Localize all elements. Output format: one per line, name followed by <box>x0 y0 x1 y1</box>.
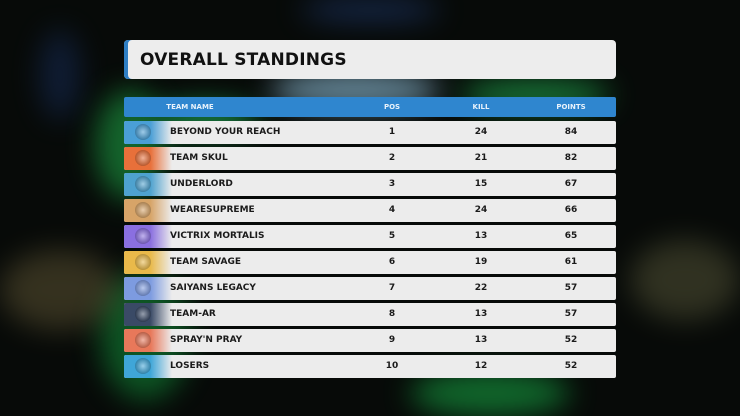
losers-team-logo-icon <box>135 358 151 374</box>
team-name: SAIYANS LEGACY <box>170 283 256 293</box>
table-header: TEAM NAME POS KILL POINTS <box>124 97 616 117</box>
team-name: VICTRIX MORTALIS <box>170 231 265 241</box>
team-kill: 22 <box>474 283 488 293</box>
team-logo <box>124 277 172 300</box>
team-ar-logo-icon <box>135 306 151 322</box>
team-points: 82 <box>564 153 578 163</box>
team-logo <box>124 329 172 352</box>
team-points: 66 <box>564 205 578 215</box>
team-logo <box>124 147 172 170</box>
title-bar: OVERALL STANDINGS <box>124 40 616 79</box>
team-pos: 4 <box>388 205 396 215</box>
table-row: LOSERS 10 12 52 <box>124 355 616 378</box>
table-row: TEAM SKUL 2 21 82 <box>124 147 616 170</box>
spraynpray-team-logo-icon <box>135 332 151 348</box>
team-points: 52 <box>564 361 578 371</box>
skul-team-logo-icon <box>135 150 151 166</box>
team-kill: 24 <box>474 127 488 137</box>
team-pos: 6 <box>388 257 396 267</box>
header-kill: KILL <box>472 103 490 111</box>
team-kill: 13 <box>474 309 488 319</box>
team-points: 67 <box>564 179 578 189</box>
team-name: BEYOND YOUR REACH <box>170 127 281 137</box>
team-points: 57 <box>564 283 578 293</box>
header-points: POINTS <box>556 103 586 111</box>
team-kill: 24 <box>474 205 488 215</box>
team-name: TEAM SKUL <box>170 153 228 163</box>
team-pos: 10 <box>385 361 399 371</box>
team-logo <box>124 355 172 378</box>
team-name: UNDERLORD <box>170 179 233 189</box>
team-pos: 5 <box>388 231 396 241</box>
mortalis-team-logo-icon <box>135 228 151 244</box>
page-title: OVERALL STANDINGS <box>140 49 347 70</box>
team-name: LOSERS <box>170 361 210 371</box>
table-row: BEYOND YOUR REACH 1 24 84 <box>124 121 616 144</box>
table-row: TEAM SAVAGE 6 19 61 <box>124 251 616 274</box>
supreme-team-logo-icon <box>135 202 151 218</box>
table-row: SPRAY'N PRAY 9 13 52 <box>124 329 616 352</box>
saiyans-team-logo-icon <box>135 280 151 296</box>
table-row: VICTRIX MORTALIS 5 13 65 <box>124 225 616 248</box>
team-logo <box>124 225 172 248</box>
team-pos: 3 <box>388 179 396 189</box>
team-points: 52 <box>564 335 578 345</box>
team-name: SPRAY'N PRAY <box>170 335 243 345</box>
team-kill: 15 <box>474 179 488 189</box>
team-points: 57 <box>564 309 578 319</box>
table-row: UNDERLORD 3 15 67 <box>124 173 616 196</box>
table-row: SAIYANS LEGACY 7 22 57 <box>124 277 616 300</box>
team-points: 65 <box>564 231 578 241</box>
header-team-name: TEAM NAME <box>166 103 214 111</box>
savage-team-logo-icon <box>135 254 151 270</box>
team-pos: 9 <box>388 335 396 345</box>
team-pos: 7 <box>388 283 396 293</box>
team-logo <box>124 173 172 196</box>
team-points: 84 <box>564 127 578 137</box>
header-pos: POS <box>383 103 401 111</box>
team-kill: 13 <box>474 335 488 345</box>
table-row: TEAM-AR 8 13 57 <box>124 303 616 326</box>
team-points: 61 <box>564 257 578 267</box>
team-name: TEAM SAVAGE <box>170 257 242 267</box>
team-name: TEAM-AR <box>170 309 216 319</box>
team-kill: 19 <box>474 257 488 267</box>
team-logo <box>124 303 172 326</box>
team-pos: 8 <box>388 309 396 319</box>
team-kill: 21 <box>474 153 488 163</box>
table-row: WEARESUPREME 4 24 66 <box>124 199 616 222</box>
team-logo <box>124 121 172 144</box>
team-pos: 2 <box>388 153 396 163</box>
team-logo <box>124 251 172 274</box>
team-pos: 1 <box>388 127 396 137</box>
team-kill: 13 <box>474 231 488 241</box>
underlord-team-logo-icon <box>135 176 151 192</box>
reach-team-logo-icon <box>135 124 151 140</box>
team-name: WEARESUPREME <box>170 205 255 215</box>
team-logo <box>124 199 172 222</box>
team-kill: 12 <box>474 361 488 371</box>
